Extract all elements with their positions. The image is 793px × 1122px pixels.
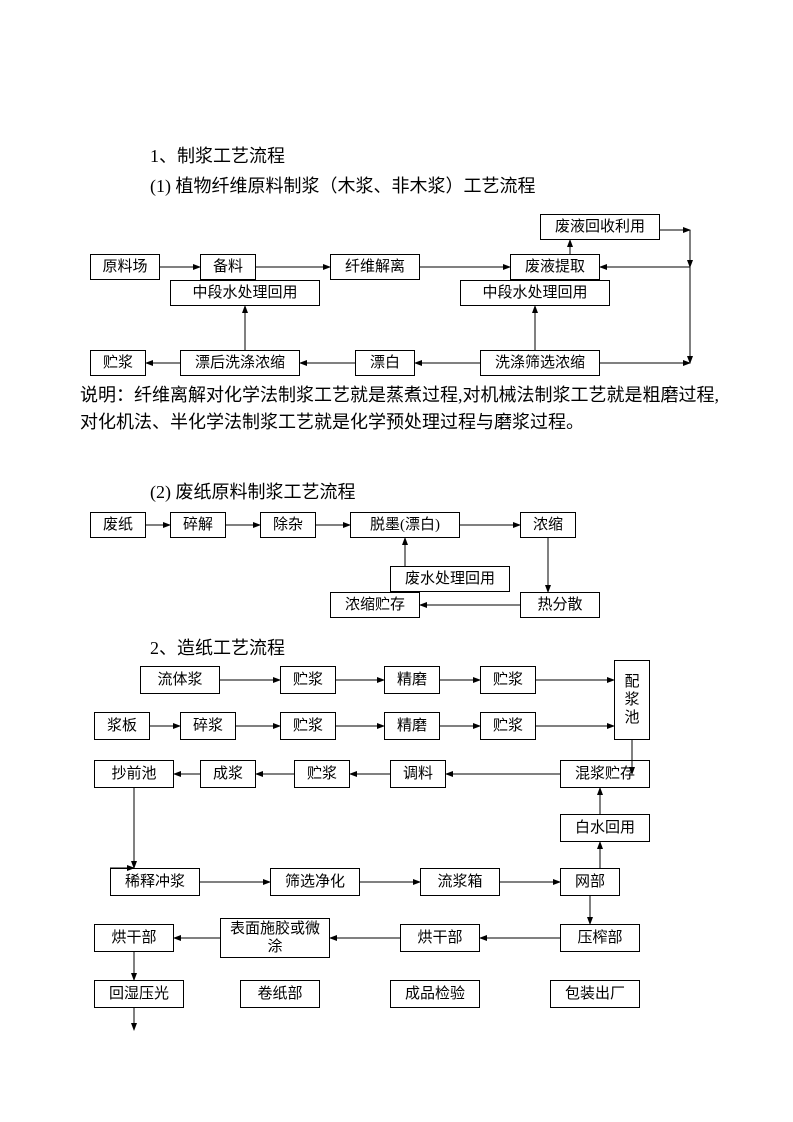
f3-board: 浆板 (94, 712, 150, 740)
f3-whitewater: 白水回用 (560, 814, 650, 842)
f3-finished-pulp: 成浆 (200, 760, 256, 788)
f1-raw-yard: 原料场 (90, 254, 160, 280)
f2-water-recycle: 废水处理回用 (390, 566, 510, 592)
f1-wash-screen: 洗涤筛选浓缩 (480, 350, 600, 376)
f3-wire: 网部 (560, 868, 620, 896)
f3-calender: 回湿压光 (94, 980, 184, 1008)
f3-mix-store: 混浆贮存 (560, 760, 650, 788)
f1-prep: 备料 (200, 254, 256, 280)
f1-liquor-recycle: 废液回收利用 (540, 214, 660, 240)
f3-screen: 筛选净化 (270, 868, 360, 896)
f2-pulp: 碎解 (170, 512, 226, 538)
arrows-layer (0, 0, 793, 1122)
heading-1b: (2) 废纸原料制浆工艺流程 (150, 478, 356, 504)
heading-2: 2、造纸工艺流程 (150, 634, 285, 660)
f1-midwater-2: 中段水处理回用 (460, 280, 610, 306)
f3-press: 压榨部 (560, 924, 640, 952)
f2-deink: 脱墨(漂白) (350, 512, 460, 538)
heading-1a: (1) 植物纤维原料制浆（木浆、非木浆）工艺流程 (150, 172, 536, 198)
f3-r2-store: 贮浆 (280, 712, 336, 740)
f3-dry2: 烘干部 (94, 924, 174, 952)
f3-additive: 调料 (390, 760, 446, 788)
f3-r2-store2: 贮浆 (480, 712, 536, 740)
heading-1: 1、制浆工艺流程 (150, 142, 285, 168)
f3-inspect: 成品检验 (390, 980, 480, 1008)
f3-prepress-tank: 抄前池 (94, 760, 174, 788)
f1-store: 贮浆 (90, 350, 146, 376)
f3-r2-break: 碎浆 (180, 712, 236, 740)
f1-postbleach-wash: 漂后洗涤浓缩 (180, 350, 300, 376)
f2-clean: 除杂 (260, 512, 316, 538)
f1-bleach: 漂白 (355, 350, 415, 376)
f3-mix-tank: 配浆池 (614, 660, 650, 740)
f1-midwater-1: 中段水处理回用 (170, 280, 320, 306)
f2-wastepaper: 废纸 (90, 512, 146, 538)
f3-r1-refine: 精磨 (384, 666, 440, 694)
explanation-paragraph: 说明：纤维离解对化学法制浆工艺就是蒸煮过程,对机械法制浆工艺就是粗磨过程,对化机… (80, 382, 720, 436)
f2-hot-disperse: 热分散 (520, 592, 600, 618)
f3-reel: 卷纸部 (240, 980, 320, 1008)
f3-r1-store2: 贮浆 (480, 666, 536, 694)
f3-headbox: 流浆箱 (420, 868, 500, 896)
f3-sizing: 表面施胶或微涂 (220, 918, 330, 958)
f2-thicken: 浓缩 (520, 512, 576, 538)
f3-r3-store: 贮浆 (294, 760, 350, 788)
f1-liquor-extract: 废液提取 (510, 254, 600, 280)
f3-r1-store: 贮浆 (280, 666, 336, 694)
f3-pack: 包装出厂 (550, 980, 640, 1008)
f3-liquid-pulp: 流体浆 (140, 666, 220, 694)
f3-dilute: 稀释冲浆 (110, 868, 200, 896)
f2-thicken-store: 浓缩贮存 (330, 592, 420, 618)
f1-fiber-sep: 纤维解离 (330, 254, 420, 280)
f3-r2-refine: 精磨 (384, 712, 440, 740)
f3-dry1: 烘干部 (400, 924, 480, 952)
